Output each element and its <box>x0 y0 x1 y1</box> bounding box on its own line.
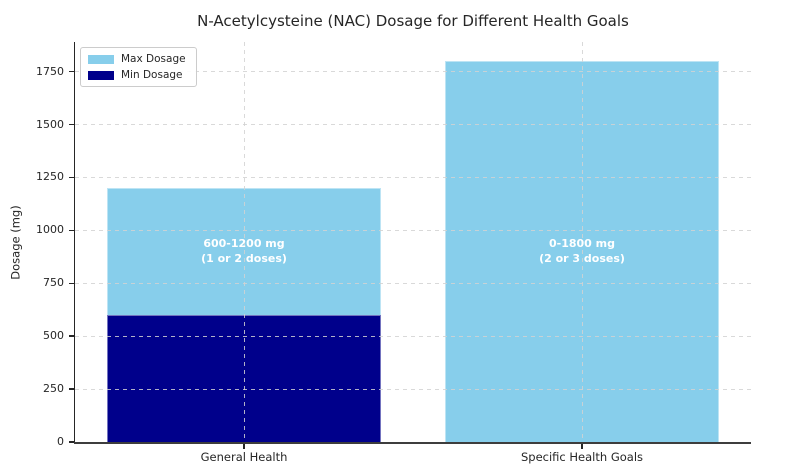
annotation-line: 0-1800 mg <box>548 236 615 250</box>
y-tick-mark <box>69 123 74 126</box>
y-axis-line <box>74 42 76 443</box>
y-tick-mark <box>69 229 74 232</box>
x-tick-mark <box>581 444 583 449</box>
y-tick-mark <box>69 176 74 179</box>
annotation-line: 600-1200 mg <box>203 236 285 250</box>
y-tick-mark <box>69 282 74 285</box>
y-tick-mark <box>69 441 74 443</box>
x-axis-line <box>74 442 751 444</box>
y-tick-mark <box>69 335 74 337</box>
legend: Max Dosage Min Dosage <box>80 47 197 87</box>
y-tick-label: 750 <box>43 276 64 290</box>
legend-swatch-icon <box>88 70 114 80</box>
x-tick-label-1: Specific Health Goals <box>520 450 644 464</box>
legend-label: Max Dosage <box>121 53 186 65</box>
y-tick-label: 1000 <box>36 223 64 237</box>
y-tick-mark <box>69 388 74 390</box>
legend-label: Min Dosage <box>121 69 183 81</box>
bar-min-dosage-0 <box>107 315 381 442</box>
chart-title: N-Acetylcysteine (NAC) Dosage for Differ… <box>197 12 629 30</box>
x-tick-mark <box>243 444 245 449</box>
x-tick-label-0: General Health <box>200 450 288 464</box>
y-tick-label: 0 <box>57 435 64 448</box>
y-tick-label: 500 <box>43 329 64 343</box>
y-tick-label: 250 <box>43 382 64 396</box>
legend-item: Min Dosage <box>88 70 186 80</box>
y-tick-mark <box>69 70 74 73</box>
y-tick-label: 1500 <box>36 117 64 131</box>
legend-swatch-icon <box>88 54 114 64</box>
bar-annotation-0: 600-1200 mg (1 or 2 doses) <box>201 236 287 268</box>
y-tick-label: 1250 <box>36 170 64 184</box>
bar-annotation-1: 0-1800 mg (2 or 3 doses) <box>539 236 625 268</box>
annotation-line: (2 or 3 doses) <box>539 252 625 266</box>
annotation-line: (1 or 2 doses) <box>201 252 287 266</box>
y-tick-label: 1750 <box>36 64 64 78</box>
legend-item: Max Dosage <box>88 54 186 64</box>
